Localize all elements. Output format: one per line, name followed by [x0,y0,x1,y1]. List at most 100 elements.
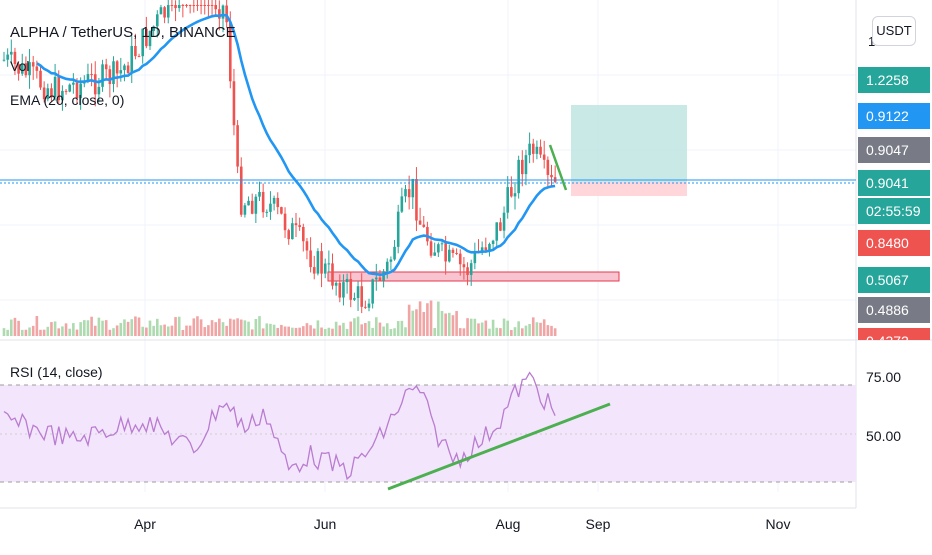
volume-bar [177,316,181,336]
ema-curve [36,13,556,277]
volume-bar [418,301,422,336]
candle-body [458,253,462,265]
price-label: 0.4886 [858,297,930,323]
volume-bar [294,327,298,336]
candle-body [156,14,159,27]
x-tick-label-jun: Jun [314,516,337,532]
candle-body [86,74,90,82]
candle-body [444,243,447,262]
candle-body [356,286,360,299]
price-label: 02:55:59 [858,198,930,224]
candle-body [46,88,50,100]
volume-bar [291,327,294,336]
candle-body [382,271,385,281]
stop-zone [571,182,687,196]
candle-body [437,244,440,253]
candle-body [57,76,61,101]
volume-bar [407,304,411,336]
candle-body [360,286,363,307]
x-tick-label-aug: Aug [496,516,521,532]
candle-body [513,193,517,197]
candle-body [312,267,316,274]
volume-bar [236,318,239,336]
candle-body [491,240,495,245]
volume-bar [2,328,6,336]
volume-bar [283,326,287,336]
volume-bar [42,329,46,336]
candle-body [272,197,276,204]
candle-body [163,7,166,18]
candle-body [426,226,429,242]
rsi-curve [3,371,556,481]
volume-bar [305,323,309,336]
candle-body [385,261,389,272]
x-tick-label-nov: Nov [766,516,791,532]
candle-body [338,282,342,298]
volume-bar [269,323,272,336]
volume-bar [367,321,371,336]
candle-body [203,5,207,6]
candle-body [298,225,301,227]
volume-bar [385,323,389,336]
candle-body [542,154,546,160]
volume-bar [75,329,79,336]
volume-bar [517,321,520,336]
volume-bar [353,318,356,336]
volume-bar [93,325,97,336]
volume-bar [188,325,192,336]
volume-bar [50,322,53,336]
volume-bar [61,326,64,336]
wedge-trendline [548,144,568,191]
volume-bar [477,323,480,336]
volume-bar [166,326,170,336]
candle-body [97,86,101,95]
volume-bar [137,317,141,336]
candle-body [539,146,542,155]
candle-body [506,187,509,213]
candle-body [75,82,79,99]
volume-bar [108,329,112,336]
volume-bar [170,325,174,336]
volume-bar [371,327,374,336]
candle-body [550,174,553,178]
candle-body [469,263,473,275]
volume-bar [152,325,155,336]
volume-bar [546,325,550,336]
candle-body [13,51,17,65]
candle-body [10,51,13,55]
volume-bar [488,328,491,336]
volume-bar [218,318,221,336]
volume-bar [389,329,393,336]
volume-bar [28,327,31,336]
candle-body [152,26,155,32]
candle-body [108,69,112,85]
candle-body [141,28,144,57]
candle-body [415,178,418,221]
volume-bar [484,320,488,336]
volume-bar [141,326,144,336]
volume-bar [115,325,119,336]
candle-body [517,159,520,194]
volume-bar [254,318,258,336]
candle-body [39,70,42,88]
annotations [0,144,856,491]
candle-body [90,74,93,76]
volume-bar [404,327,407,336]
candle-body [367,303,371,308]
volume-bar [280,324,283,336]
volume-bar [272,324,276,336]
volume-bar [199,319,203,336]
candle-body [345,278,349,283]
currency-button[interactable]: USDT [872,16,916,46]
volume-bar [448,312,451,336]
volume-bar [440,310,444,336]
candle-body [115,61,119,74]
candle-body [451,249,455,253]
candle-body [521,159,524,175]
price-label: 0.9122 [858,103,930,129]
volume-bar [112,328,115,336]
volume-bar [480,322,484,336]
candle-body [280,207,283,214]
